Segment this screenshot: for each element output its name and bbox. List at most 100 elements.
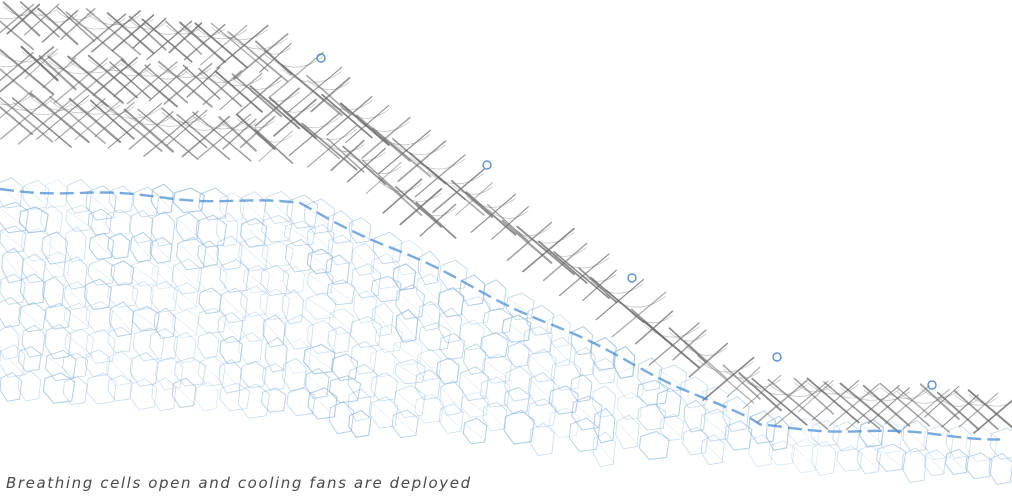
cell-brace [507,297,535,318]
canopy-strut [176,113,231,161]
cell [283,220,316,247]
canopy-membrane [124,113,174,125]
edge-beam [0,187,1001,441]
cell [63,303,91,331]
cell-brace [219,365,242,391]
cell [325,254,350,286]
canopy-strut [450,179,494,218]
cell [281,357,307,392]
canopy-membrane [66,15,126,30]
canopy-strut [648,322,700,366]
cell [591,357,617,385]
cell [306,268,334,296]
canopy-strut [2,1,41,37]
cell [132,186,160,218]
canopy-strut [378,176,423,216]
cell [237,383,270,419]
cell [875,443,907,472]
cell [526,304,555,336]
canopy-strut [258,130,293,162]
canopy-membrane [578,271,617,282]
cell-brace [593,362,617,383]
cell [150,211,176,247]
cell [573,347,596,377]
cell-brace [19,307,46,330]
canopy-strut [558,253,610,297]
cell [106,282,139,308]
canopy-membrane [3,6,40,16]
cell [306,248,334,275]
canopy-strut [372,127,432,178]
cell-brace [241,197,266,223]
cell [748,410,777,445]
canopy-membrane [0,94,33,105]
cell-brace [173,383,197,406]
cell [42,372,76,404]
cell [570,374,593,403]
cell [765,415,790,451]
canopy-strut [806,377,860,424]
canopy-membrane [0,8,34,20]
canopy-strut [394,186,443,228]
cell [149,328,179,361]
cell [327,326,351,354]
canopy-strut [254,87,300,127]
canopy-strut [812,379,860,421]
canopy-strut [355,114,411,162]
cell-brace [877,448,906,470]
cell [108,301,135,338]
canopy-strut [36,95,90,140]
canopy-membrane [751,382,808,396]
fan-indicator-icon [927,380,937,390]
cell [239,360,267,389]
canopy-strut [506,221,553,262]
canopy-strut [29,92,90,144]
canopy-strut [958,392,999,428]
canopy-membrane [255,45,292,55]
cell [107,232,131,260]
cell [550,358,582,391]
canopy-membrane [88,59,138,71]
cell [65,178,93,214]
canopy-strut [862,384,911,427]
cell [87,258,116,286]
canopy-strut [342,145,387,185]
canopy-strut [310,76,351,113]
canopy-membrane [0,99,53,111]
canopy-strut [414,154,466,198]
cell [326,279,355,306]
canopy-strut [113,63,151,98]
canopy-strut [132,17,167,49]
canopy-strut [321,93,373,139]
canopy-strut [941,394,979,428]
upper-canopy-structure [0,1,1012,434]
cell [506,292,535,321]
cell-brace [133,310,160,330]
canopy-strut [37,7,79,46]
canopy-membrane [86,12,141,26]
cell [41,231,69,265]
cell [722,396,750,433]
cell [394,359,427,385]
cell [612,345,636,379]
cell [240,217,268,248]
canopy-membrane [768,383,828,397]
cell-brace [860,424,884,446]
canopy-strut [0,46,55,93]
cell [175,212,200,242]
cell [172,309,199,339]
canopy-strut [397,140,447,182]
cell-brace [396,315,418,341]
cell-brace [66,334,94,357]
cell [480,376,511,408]
cell [306,319,337,354]
canopy-strut [426,166,485,216]
cell-brace [396,363,426,383]
cell [369,348,396,378]
canopy-strut [186,66,221,98]
canopy-strut [163,62,213,105]
cell [482,279,507,312]
canopy-membrane [606,294,666,308]
fan-indicator-icon [627,273,637,283]
cell [418,301,441,331]
